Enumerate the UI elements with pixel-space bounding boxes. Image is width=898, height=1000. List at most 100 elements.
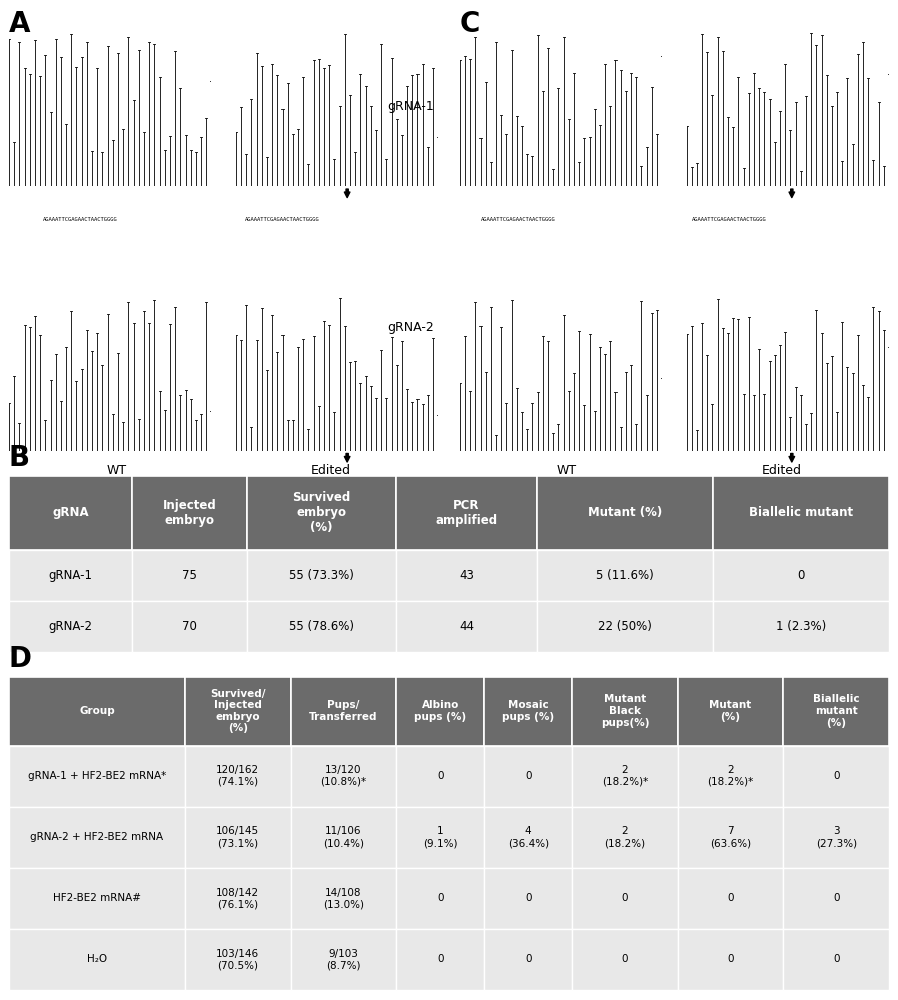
Text: 106/145
(73.1%): 106/145 (73.1%) <box>216 826 260 848</box>
Text: C: C <box>460 10 480 38</box>
FancyBboxPatch shape <box>247 550 396 601</box>
FancyBboxPatch shape <box>247 601 396 652</box>
FancyBboxPatch shape <box>132 476 247 550</box>
FancyBboxPatch shape <box>396 677 484 746</box>
Text: 4
(36.4%): 4 (36.4%) <box>507 826 549 848</box>
Text: 7
(63.6%): 7 (63.6%) <box>710 826 751 848</box>
FancyBboxPatch shape <box>484 868 572 929</box>
FancyBboxPatch shape <box>9 601 132 652</box>
FancyBboxPatch shape <box>713 550 889 601</box>
Text: 13/120
(10.8%)*: 13/120 (10.8%)* <box>321 765 366 787</box>
FancyBboxPatch shape <box>396 746 484 807</box>
FancyBboxPatch shape <box>537 601 713 652</box>
Text: 11/106
(10.4%): 11/106 (10.4%) <box>323 826 364 848</box>
Text: 2
(18.2%): 2 (18.2%) <box>604 826 646 848</box>
FancyBboxPatch shape <box>396 550 537 601</box>
Text: 0: 0 <box>437 893 444 903</box>
FancyBboxPatch shape <box>9 807 185 868</box>
Text: gRNA-2 + HF2-BE2 mRNA: gRNA-2 + HF2-BE2 mRNA <box>31 832 163 842</box>
FancyBboxPatch shape <box>291 929 396 990</box>
Text: 2
(18.2%)*: 2 (18.2%)* <box>602 765 648 787</box>
Text: WT: WT <box>106 464 127 477</box>
FancyBboxPatch shape <box>572 807 678 868</box>
Text: 22 (50%): 22 (50%) <box>598 620 652 633</box>
FancyBboxPatch shape <box>572 746 678 807</box>
Text: gRNA-2: gRNA-2 <box>387 321 434 334</box>
FancyBboxPatch shape <box>484 677 572 746</box>
Text: 9/103
(8.7%): 9/103 (8.7%) <box>326 949 361 970</box>
Text: 0: 0 <box>833 954 840 964</box>
Text: 14/108
(13.0%): 14/108 (13.0%) <box>323 888 364 909</box>
FancyBboxPatch shape <box>9 929 185 990</box>
Text: HF2-BE2 mRNA#: HF2-BE2 mRNA# <box>53 893 141 903</box>
FancyBboxPatch shape <box>9 476 132 550</box>
FancyBboxPatch shape <box>783 807 889 868</box>
FancyBboxPatch shape <box>396 868 484 929</box>
Text: 55 (73.3%): 55 (73.3%) <box>289 569 354 582</box>
FancyBboxPatch shape <box>484 807 572 868</box>
Text: Biallelic mutant: Biallelic mutant <box>749 506 853 519</box>
Text: gRNA-2: gRNA-2 <box>48 620 92 633</box>
FancyBboxPatch shape <box>132 601 247 652</box>
FancyBboxPatch shape <box>713 601 889 652</box>
FancyBboxPatch shape <box>185 746 291 807</box>
FancyBboxPatch shape <box>9 677 185 746</box>
FancyBboxPatch shape <box>484 929 572 990</box>
FancyBboxPatch shape <box>9 550 132 601</box>
Text: Pups/
Transferred: Pups/ Transferred <box>309 700 378 722</box>
FancyBboxPatch shape <box>678 807 783 868</box>
Text: 0: 0 <box>621 954 629 964</box>
FancyBboxPatch shape <box>291 677 396 746</box>
Text: Mutant
(%): Mutant (%) <box>709 700 752 722</box>
FancyBboxPatch shape <box>783 868 889 929</box>
Text: 0: 0 <box>525 954 532 964</box>
Text: 3
(27.3%): 3 (27.3%) <box>815 826 857 848</box>
FancyBboxPatch shape <box>291 807 396 868</box>
Text: 2
(18.2%)*: 2 (18.2%)* <box>708 765 753 787</box>
FancyBboxPatch shape <box>247 476 396 550</box>
FancyBboxPatch shape <box>572 677 678 746</box>
Text: Mutant
Black
pups(%): Mutant Black pups(%) <box>601 694 649 728</box>
Text: 44: 44 <box>459 620 474 633</box>
Text: A: A <box>9 10 31 38</box>
Text: 0: 0 <box>727 954 734 964</box>
Text: Albino
pups (%): Albino pups (%) <box>414 700 466 722</box>
Text: 103/146
(70.5%): 103/146 (70.5%) <box>216 949 260 970</box>
Text: 1
(9.1%): 1 (9.1%) <box>423 826 457 848</box>
Text: Mosaic
pups (%): Mosaic pups (%) <box>502 700 554 722</box>
Text: 120/162
(74.1%): 120/162 (74.1%) <box>216 765 260 787</box>
Text: PCR
amplified: PCR amplified <box>436 499 497 527</box>
Text: 0: 0 <box>727 893 734 903</box>
FancyBboxPatch shape <box>783 929 889 990</box>
Text: 0: 0 <box>525 893 532 903</box>
FancyBboxPatch shape <box>291 746 396 807</box>
FancyBboxPatch shape <box>783 746 889 807</box>
Text: 75: 75 <box>182 569 197 582</box>
FancyBboxPatch shape <box>678 746 783 807</box>
Text: 0: 0 <box>621 893 629 903</box>
Text: Biallelic
mutant
(%): Biallelic mutant (%) <box>813 694 859 728</box>
Text: 43: 43 <box>459 569 474 582</box>
FancyBboxPatch shape <box>678 929 783 990</box>
Text: 0: 0 <box>437 771 444 781</box>
Text: AGAAATTCGAGAACTAACTGGGG: AGAAATTCGAGAACTAACTGGGG <box>481 217 556 222</box>
Text: AGAAATTCGAGAACTAACTGGGG: AGAAATTCGAGAACTAACTGGGG <box>43 217 118 222</box>
Text: 0: 0 <box>833 771 840 781</box>
Text: gRNA-1: gRNA-1 <box>387 100 434 113</box>
FancyBboxPatch shape <box>484 746 572 807</box>
Text: gRNA: gRNA <box>52 506 89 519</box>
Text: 5 (11.6%): 5 (11.6%) <box>596 569 654 582</box>
Text: Group: Group <box>79 706 115 716</box>
FancyBboxPatch shape <box>537 550 713 601</box>
Text: 108/142
(76.1%): 108/142 (76.1%) <box>216 888 260 909</box>
FancyBboxPatch shape <box>572 868 678 929</box>
Text: AGAAATTCGAGAACTAACTGGGG: AGAAATTCGAGAACTAACTGGGG <box>245 217 320 222</box>
Text: Edited: Edited <box>311 464 351 477</box>
FancyBboxPatch shape <box>185 677 291 746</box>
Text: Survived/
Injected
embryo
(%): Survived/ Injected embryo (%) <box>210 689 266 733</box>
Text: AGAAATTCGAGAACTAACTGGGG: AGAAATTCGAGAACTAACTGGGG <box>691 217 766 222</box>
Text: gRNA-1: gRNA-1 <box>48 569 92 582</box>
FancyBboxPatch shape <box>783 677 889 746</box>
FancyBboxPatch shape <box>396 807 484 868</box>
Text: WT: WT <box>557 464 577 477</box>
